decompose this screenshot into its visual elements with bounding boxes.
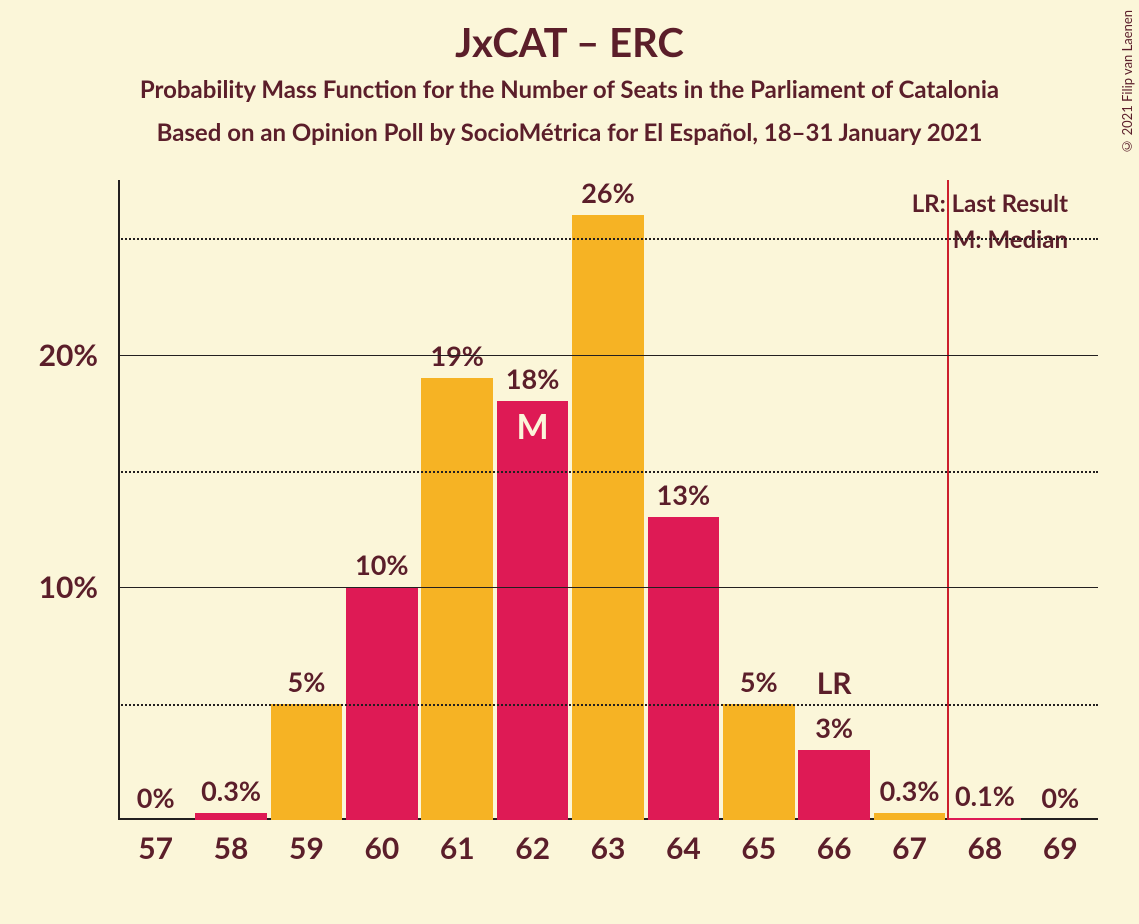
gridline-major (118, 355, 1098, 356)
y-tick-label: 20% (39, 337, 98, 373)
bars-container: 0%0.3%5%10%19%18%26%13%5%3%0.3%0.1%0%MLR (118, 180, 1098, 820)
gridline-minor (118, 704, 1098, 706)
bar-value-label: 0% (1041, 781, 1079, 814)
x-tick-label: 68 (968, 830, 1003, 866)
x-tick-label: 57 (138, 830, 173, 866)
x-tick-label: 67 (892, 830, 927, 866)
bar-value-label: 18% (506, 362, 559, 395)
bar (572, 215, 644, 820)
bar (874, 813, 946, 820)
gridline-minor (118, 238, 1098, 240)
bar-value-label: 5% (288, 665, 326, 698)
bar (271, 704, 343, 820)
bar-value-label: 0.1% (955, 779, 1015, 812)
plot-area: LR: Last Result M: Median 0%0.3%5%10%19%… (118, 180, 1098, 820)
bar-value-label: 0.3% (201, 774, 261, 807)
bar-value-label: 3% (815, 711, 853, 744)
bar (421, 378, 493, 820)
gridline-minor (118, 471, 1098, 473)
bar-value-label: 26% (581, 176, 634, 209)
chart-title: JxCAT – ERC (0, 18, 1139, 66)
bar (723, 704, 795, 820)
y-tick-label: 10% (39, 569, 98, 605)
x-tick-label: 60 (364, 830, 399, 866)
last-result-marker: LR (817, 665, 852, 701)
bar-value-label: 10% (355, 548, 408, 581)
bar (798, 750, 870, 820)
chart-subtitle-1: Probability Mass Function for the Number… (0, 75, 1139, 104)
bar-value-label: 0% (137, 781, 175, 814)
chart-canvas: JxCAT – ERC Probability Mass Function fo… (0, 0, 1139, 924)
median-marker: M (517, 406, 549, 447)
bar (648, 517, 720, 820)
x-tick-label: 62 (515, 830, 550, 866)
x-tick-label: 69 (1043, 830, 1078, 866)
x-tick-label: 66 (817, 830, 852, 866)
x-tick-label: 65 (741, 830, 776, 866)
x-tick-label: 63 (591, 830, 626, 866)
x-tick-label: 59 (289, 830, 324, 866)
bar (497, 401, 569, 820)
x-tick-label: 64 (666, 830, 701, 866)
bar-value-label: 0.3% (880, 774, 940, 807)
x-tick-label: 58 (214, 830, 249, 866)
bar (949, 818, 1021, 820)
x-tick-label: 61 (440, 830, 475, 866)
credit-text: © 2021 Filip van Laenen (1119, 10, 1135, 155)
bar-value-label: 5% (740, 665, 778, 698)
chart-subtitle-2: Based on an Opinion Poll by SocioMétrica… (0, 118, 1139, 147)
gridline-major (118, 587, 1098, 588)
bar (195, 813, 267, 820)
bar-value-label: 13% (657, 478, 710, 511)
